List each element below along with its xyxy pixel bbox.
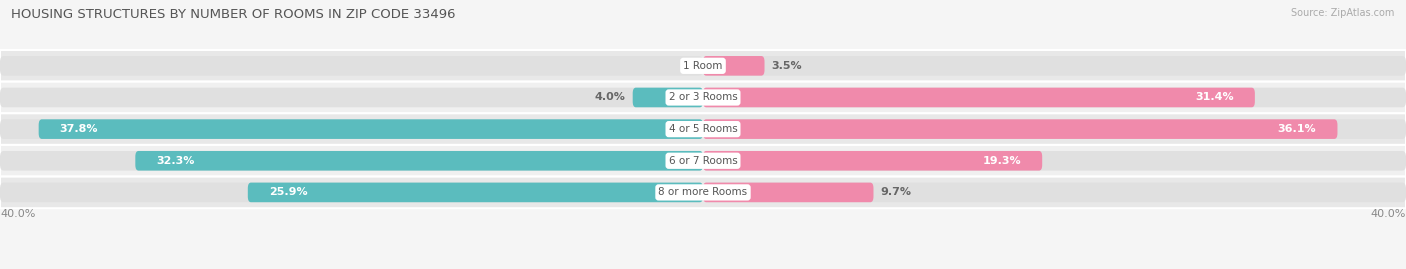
FancyBboxPatch shape	[39, 119, 703, 139]
FancyBboxPatch shape	[0, 176, 1406, 208]
Text: Source: ZipAtlas.com: Source: ZipAtlas.com	[1291, 8, 1395, 18]
FancyBboxPatch shape	[247, 183, 703, 202]
Text: 36.1%: 36.1%	[1278, 124, 1316, 134]
Text: 4.0%: 4.0%	[595, 93, 626, 102]
FancyBboxPatch shape	[703, 56, 1406, 76]
Text: 9.7%: 9.7%	[880, 187, 911, 197]
FancyBboxPatch shape	[703, 183, 873, 202]
FancyBboxPatch shape	[0, 50, 1406, 82]
Text: 40.0%: 40.0%	[0, 209, 35, 219]
Text: 37.8%: 37.8%	[60, 124, 98, 134]
FancyBboxPatch shape	[0, 82, 1406, 113]
Text: HOUSING STRUCTURES BY NUMBER OF ROOMS IN ZIP CODE 33496: HOUSING STRUCTURES BY NUMBER OF ROOMS IN…	[11, 8, 456, 21]
Text: 3.5%: 3.5%	[772, 61, 803, 71]
FancyBboxPatch shape	[703, 119, 1406, 139]
FancyBboxPatch shape	[703, 183, 1406, 202]
FancyBboxPatch shape	[703, 88, 1256, 107]
FancyBboxPatch shape	[0, 88, 703, 107]
Text: 2 or 3 Rooms: 2 or 3 Rooms	[669, 93, 737, 102]
Text: 32.3%: 32.3%	[156, 156, 195, 166]
Text: 4 or 5 Rooms: 4 or 5 Rooms	[669, 124, 737, 134]
Text: 31.4%: 31.4%	[1195, 93, 1234, 102]
FancyBboxPatch shape	[633, 88, 703, 107]
Text: 1 Room: 1 Room	[683, 61, 723, 71]
FancyBboxPatch shape	[0, 183, 703, 202]
Text: 8 or more Rooms: 8 or more Rooms	[658, 187, 748, 197]
Text: 25.9%: 25.9%	[269, 187, 308, 197]
FancyBboxPatch shape	[0, 56, 703, 76]
Text: 6 or 7 Rooms: 6 or 7 Rooms	[669, 156, 737, 166]
FancyBboxPatch shape	[703, 119, 1337, 139]
FancyBboxPatch shape	[135, 151, 703, 171]
FancyBboxPatch shape	[703, 88, 1406, 107]
FancyBboxPatch shape	[0, 145, 1406, 176]
Text: 19.3%: 19.3%	[983, 156, 1021, 166]
FancyBboxPatch shape	[703, 56, 765, 76]
FancyBboxPatch shape	[0, 151, 703, 171]
FancyBboxPatch shape	[703, 151, 1406, 171]
FancyBboxPatch shape	[0, 113, 1406, 145]
FancyBboxPatch shape	[0, 119, 703, 139]
FancyBboxPatch shape	[703, 151, 1042, 171]
Text: 40.0%: 40.0%	[1371, 209, 1406, 219]
